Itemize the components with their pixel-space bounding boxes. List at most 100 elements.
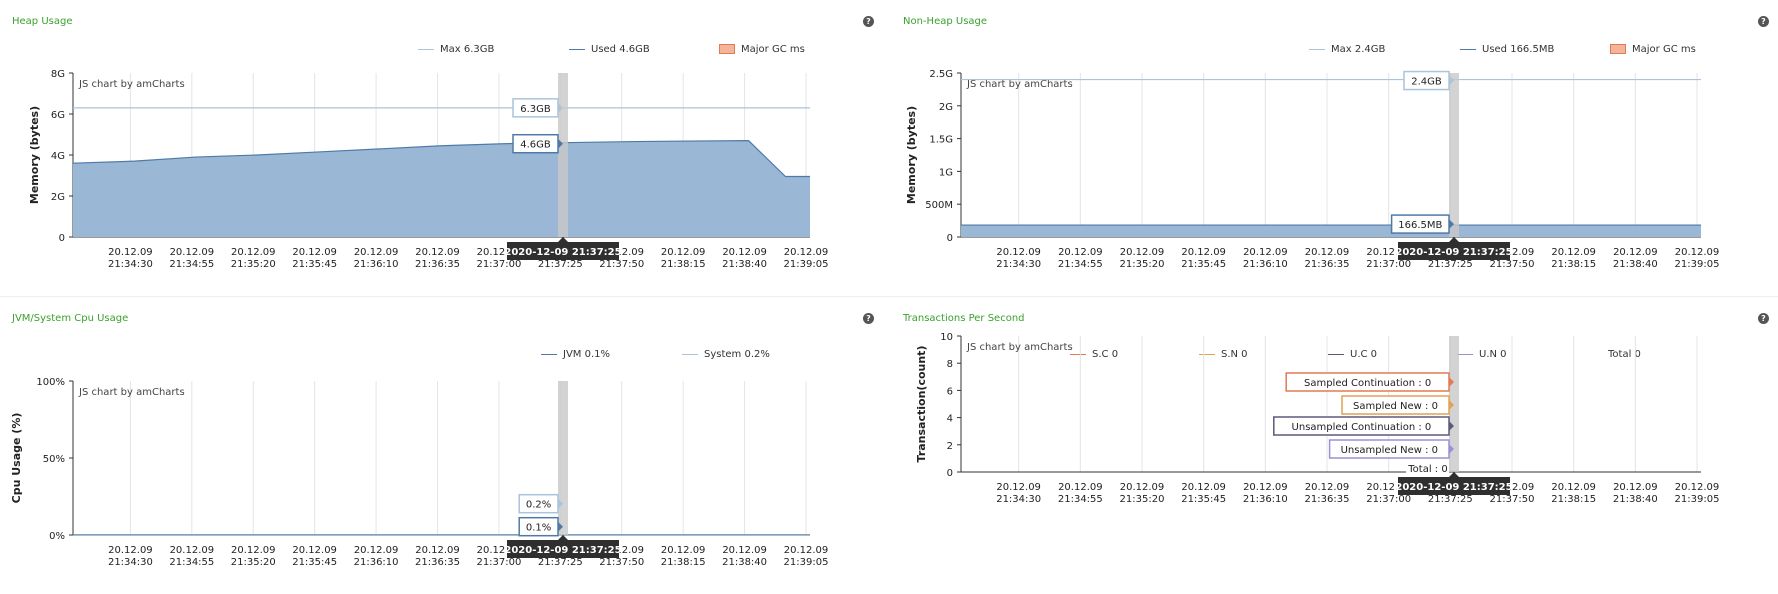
x-tick-time: 21:34:30 bbox=[108, 259, 153, 270]
x-tick-time: 21:36:10 bbox=[354, 557, 399, 568]
x-tick-time: 21:35:45 bbox=[292, 259, 337, 270]
legend-tps-sn[interactable]: S.N 0 bbox=[1199, 349, 1248, 360]
x-tick-time: 21:35:20 bbox=[1120, 259, 1165, 270]
x-tick-time: 21:34:55 bbox=[1058, 494, 1103, 505]
x-tick-time: 21:37:25 bbox=[1428, 259, 1473, 270]
legend-line-icon bbox=[1457, 353, 1473, 355]
legend-line-icon bbox=[418, 48, 434, 50]
tps-chart[interactable]: 20.12.09 21:34:30 20.12.09 21:34:55 20.12.09… bbox=[889, 297, 1778, 594]
x-tick-date: 20.12.09 bbox=[1120, 247, 1165, 258]
x-tick-date: 20.12.09 bbox=[170, 247, 215, 258]
legend-nonheap-max[interactable]: Max 2.4GB bbox=[1309, 44, 1385, 55]
cpu-usage-panel: JVM/System Cpu Usage ? JVM 0.1% System 0… bbox=[0, 297, 889, 594]
legend-tps-un[interactable]: U.N 0 bbox=[1457, 349, 1507, 360]
y-axis-title: Transaction(count) bbox=[915, 346, 928, 463]
x-tick-date: 20.12.09 bbox=[599, 247, 644, 258]
x-tick-time: 21:37:25 bbox=[1428, 494, 1473, 505]
row-divider bbox=[0, 296, 1778, 297]
x-tick-date: 20.12.09 bbox=[477, 247, 522, 258]
x-tick-date: 20.12.09 bbox=[1490, 482, 1535, 493]
y-axis-title: Cpu Usage (%) bbox=[10, 413, 23, 504]
y-tick-label: 1.5G bbox=[929, 135, 953, 146]
x-tick-date: 20.12.09 bbox=[661, 545, 706, 556]
cursor-tooltip-arrow bbox=[558, 535, 568, 540]
heap-usage-panel: Heap Usage ? Max 6.3GB Used 4.6GB Major … bbox=[0, 0, 889, 297]
y-tick-label: 4 bbox=[947, 414, 953, 425]
help-icon[interactable]: ? bbox=[863, 313, 874, 324]
legend-tps-sc[interactable]: S.C 0 bbox=[1070, 349, 1118, 360]
y-tick-label: 10 bbox=[940, 332, 953, 343]
y-tick-label: 0 bbox=[59, 233, 65, 244]
legend-nonheap-used[interactable]: Used 166.5MB bbox=[1460, 44, 1554, 55]
legend-label: U.C 0 bbox=[1350, 349, 1378, 360]
cpu-usage-title: JVM/System Cpu Usage bbox=[12, 313, 129, 324]
cursor-tooltip-arrow bbox=[1449, 472, 1459, 477]
help-icon[interactable]: ? bbox=[1758, 313, 1769, 324]
amcharts-watermark: JS chart by amCharts bbox=[78, 387, 185, 398]
y-tick-label: 6G bbox=[51, 110, 65, 121]
legend-box-icon bbox=[719, 44, 735, 54]
y-axis-title: Memory (bytes) bbox=[905, 106, 918, 204]
non-heap-usage-title: Non-Heap Usage bbox=[903, 16, 988, 27]
x-tick-time: 21:38:15 bbox=[1551, 494, 1596, 505]
x-tick-time: 21:37:50 bbox=[599, 259, 644, 270]
cursor-time-label: 2020-12-09 21:37:25 bbox=[504, 545, 621, 556]
heap-chart[interactable]: 20.12.0921:34:3020.12.0921:34:5520.12.09… bbox=[0, 0, 889, 297]
cursor-band bbox=[1449, 336, 1459, 472]
x-tick-date: 20.12.09 bbox=[1120, 482, 1165, 493]
balloon-heap-used-arrow bbox=[558, 138, 563, 149]
legend-heap-used[interactable]: Used 4.6GB bbox=[569, 44, 650, 55]
balloon-cpu-system-text: 0.2% bbox=[526, 500, 551, 511]
amcharts-watermark: JS chart by amCharts bbox=[966, 342, 1073, 353]
cursor-tooltip bbox=[507, 540, 619, 558]
balloon-tps-sn-arrow bbox=[1449, 400, 1454, 410]
legend-nonheap-gc[interactable]: Major GC ms bbox=[1610, 44, 1696, 55]
legend-label: Used 4.6GB bbox=[591, 44, 650, 55]
cpu-chart[interactable]: 20.12.0921:34:3020.12.0921:34:5520.12.09… bbox=[0, 297, 889, 594]
x-tick-date: 20.12.09 bbox=[1551, 247, 1596, 258]
legend-tps-uc[interactable]: U.C 0 bbox=[1328, 349, 1377, 360]
x-tick-date: 20.12.09 bbox=[292, 545, 337, 556]
x-tick-time: 21:35:45 bbox=[1181, 494, 1226, 505]
balloon-heap-max-text: 6.3GB bbox=[520, 104, 551, 115]
legend-heap-max[interactable]: Max 6.3GB bbox=[418, 44, 494, 55]
x-tick-time: 21:37:00 bbox=[476, 557, 521, 568]
y-tick-label: 0 bbox=[947, 233, 953, 244]
x-tick-time: 21:37:50 bbox=[1490, 259, 1535, 270]
y-tick-label: 6 bbox=[947, 386, 953, 397]
x-tick-time: 21:36:10 bbox=[354, 259, 399, 270]
help-icon[interactable]: ? bbox=[1758, 16, 1769, 27]
legend-label: Used 166.5MB bbox=[1482, 44, 1555, 55]
x-tick-time: 21:38:40 bbox=[722, 259, 767, 270]
x-tick-date: 20.12.09 bbox=[722, 545, 767, 556]
legend-line-icon bbox=[569, 48, 585, 50]
x-tick-date: 20.12.09 bbox=[1305, 482, 1350, 493]
x-tick-time: 21:34:30 bbox=[996, 494, 1041, 505]
balloon-tps-uc-text: Unsampled Continuation : 0 bbox=[1292, 422, 1432, 433]
cursor-time-label: 2020-12-09 21:37:25 bbox=[1395, 482, 1512, 493]
amcharts-watermark: JS chart by amCharts bbox=[966, 79, 1073, 90]
legend-cpu-jvm[interactable]: JVM 0.1% bbox=[541, 349, 610, 360]
x-tick-date: 20.12.09 bbox=[354, 247, 399, 258]
legend-tps-total[interactable]: Total 0 bbox=[1608, 349, 1641, 360]
x-tick-date: 20.12.09 bbox=[1675, 482, 1720, 493]
x-tick-time: 21:35:45 bbox=[292, 557, 337, 568]
x-tick-date: 20.12.09 bbox=[1181, 482, 1226, 493]
x-tick-time: 21:38:40 bbox=[1613, 259, 1658, 270]
x-tick-date: 20.12.09 bbox=[231, 545, 276, 556]
x-tick-time: 21:34:30 bbox=[996, 259, 1041, 270]
x-tick-date: 20.12.09 bbox=[1366, 247, 1411, 258]
x-tick-time: 21:35:20 bbox=[1120, 494, 1165, 505]
x-tick-time: 21:37:50 bbox=[599, 557, 644, 568]
legend-line-icon bbox=[682, 353, 698, 355]
help-icon[interactable]: ? bbox=[863, 16, 874, 27]
non-heap-chart[interactable]: 20.12.0921:34:3020.12.0921:34:5520.12.09… bbox=[889, 0, 1778, 297]
cursor-tooltip-arrow bbox=[558, 237, 568, 242]
cursor-band bbox=[558, 381, 568, 535]
legend-heap-gc[interactable]: Major GC ms bbox=[719, 44, 805, 55]
y-tick-label: 500M bbox=[925, 200, 953, 211]
x-tick-time: 21:34:55 bbox=[169, 557, 214, 568]
x-tick-time: 21:38:40 bbox=[722, 557, 767, 568]
x-tick-date: 20.12.09 bbox=[1675, 247, 1720, 258]
legend-cpu-system[interactable]: System 0.2% bbox=[682, 349, 770, 360]
